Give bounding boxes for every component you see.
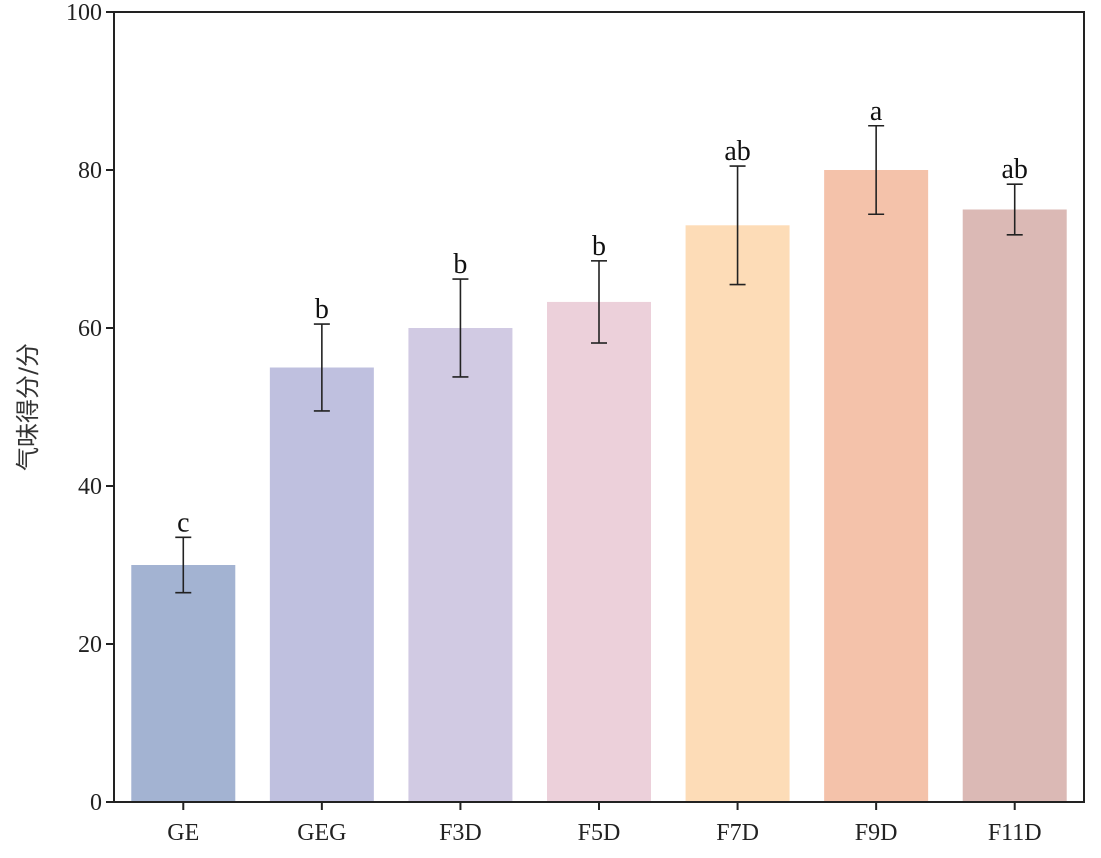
significance-label: b: [315, 294, 329, 325]
bars: [131, 170, 1067, 803]
bar-f3d: [408, 328, 513, 802]
bar-ge: [131, 565, 236, 802]
bar-geg: [269, 367, 374, 802]
x-tick-label: F7D: [716, 820, 759, 846]
significance-labels: c b b b ab a ab: [177, 96, 1028, 539]
bar-f9d: [824, 170, 929, 802]
significance-label: c: [177, 507, 189, 538]
y-tick-label: 60: [78, 316, 102, 342]
bar-f5d: [547, 301, 651, 802]
plot-frame: [113, 11, 1085, 803]
y-tick-label: 100: [66, 0, 102, 26]
x-tick-label: GEG: [297, 820, 346, 846]
y-tick-label: 40: [78, 474, 102, 500]
significance-label: b: [592, 231, 606, 262]
x-tick-label: F3D: [439, 820, 482, 846]
significance-label: a: [870, 96, 883, 127]
x-tick-label: F9D: [855, 820, 898, 846]
x-axis-ticks: GE GEG F3D F5D F7D F9D F11D: [167, 802, 1042, 846]
significance-label: ab: [724, 136, 750, 167]
y-axis-label: 气味得分/分: [14, 343, 42, 471]
y-tick-label: 80: [78, 158, 102, 184]
significance-label: ab: [1001, 154, 1027, 185]
error-bars: [175, 124, 1023, 594]
bar-f7d: [685, 225, 790, 803]
x-tick-label: GE: [167, 820, 199, 846]
y-axis-ticks: 0 20 40 60 80 100: [66, 0, 114, 816]
y-tick-label: 0: [90, 790, 102, 816]
y-tick-label: 20: [78, 632, 102, 658]
x-tick-label: F11D: [988, 820, 1042, 846]
bar-f11d: [962, 209, 1067, 802]
x-tick-label: F5D: [578, 820, 621, 846]
significance-label: b: [453, 249, 467, 280]
